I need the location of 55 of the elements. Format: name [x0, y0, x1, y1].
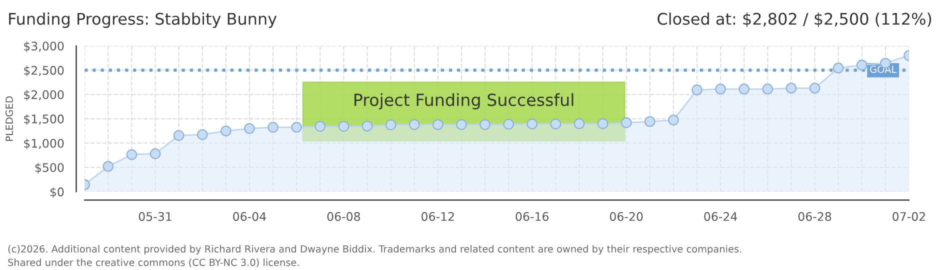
x-tick-label: 06-20 — [610, 212, 643, 221]
x-tick-label: 05-31 — [138, 212, 172, 221]
point — [597, 118, 608, 130]
x-tick-label: 06-04 — [233, 212, 266, 221]
x-tick-label: 06-08 — [327, 212, 360, 221]
point — [526, 118, 538, 130]
point — [809, 82, 820, 94]
point — [385, 119, 396, 130]
point — [620, 117, 632, 128]
x-tick-label: 07-02 — [892, 212, 925, 221]
point — [220, 126, 232, 136]
point — [762, 84, 774, 94]
y-tick-label: $3,000 — [24, 41, 64, 52]
point — [738, 84, 750, 94]
text: Shared under the creative commons (CC BY-NC 3.0) license. — [8, 258, 299, 268]
point — [362, 120, 373, 132]
point — [126, 149, 138, 160]
point — [432, 119, 444, 130]
point — [102, 161, 114, 172]
point — [503, 118, 514, 130]
y-axis-title: PLEDGED — [6, 96, 13, 141]
point — [244, 123, 255, 134]
point — [856, 60, 868, 70]
point — [150, 148, 161, 160]
chart-subtitle: Closed at: $2,802 / $2,500 (112%) — [658, 12, 932, 28]
x-tick-label: 06-28 — [798, 212, 832, 221]
y-tick-label: $2,500 — [24, 66, 64, 76]
point — [786, 82, 797, 94]
y-tick-label: $1,000 — [24, 138, 64, 150]
point — [715, 84, 726, 94]
annotation: Project Funding Successful — [354, 93, 574, 110]
point — [832, 62, 844, 74]
point — [456, 119, 467, 130]
point — [550, 118, 562, 130]
x-tick-label: 06-12 — [422, 212, 454, 221]
point — [196, 129, 208, 140]
point — [268, 122, 278, 133]
point — [480, 119, 490, 130]
y-tick-label: $500 — [35, 162, 64, 174]
point — [338, 121, 350, 132]
point — [173, 130, 184, 141]
point — [644, 116, 656, 127]
point — [668, 114, 679, 126]
y-tick-label: $1,500 — [24, 114, 64, 126]
y-tick-label: $0 — [50, 187, 64, 198]
point — [408, 119, 420, 130]
point — [692, 84, 702, 96]
y-tick-label: $2,000 — [24, 90, 64, 101]
text: (c)2026. Additional content provided by Richard Rivera and Dwayne Biddix. Trademarks and related content are owned by their respective companies. — [8, 245, 742, 254]
point — [314, 121, 326, 132]
x-tick-label: 06-16 — [516, 212, 549, 221]
point — [574, 118, 585, 130]
point — [291, 122, 302, 133]
x-tick-label: 06-24 — [704, 212, 738, 221]
chart-title: Funding Progress: Stabbity Bunny — [9, 12, 277, 28]
